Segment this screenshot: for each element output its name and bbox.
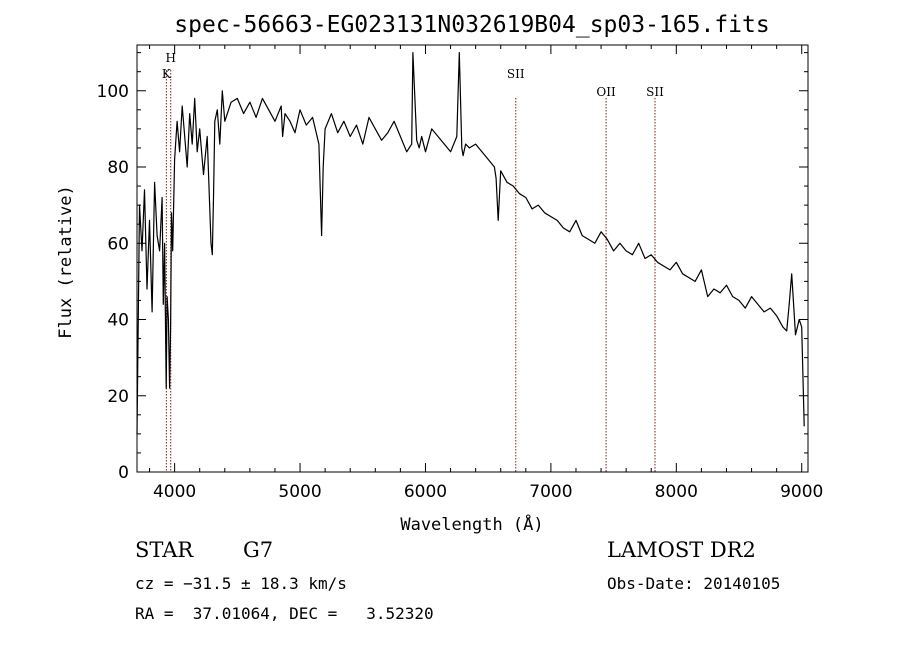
y-tick-label: 80 — [107, 158, 129, 178]
object-class: STAR — [135, 538, 194, 562]
x-tick-label: 8000 — [655, 482, 698, 502]
x-tick-label: 5000 — [278, 482, 321, 502]
x-tick-label: 7000 — [529, 482, 572, 502]
series-group — [136, 51, 805, 434]
redshift-velocity: cz = −31.5 ± 18.3 km/s — [135, 574, 347, 593]
y-tick-label: 20 — [107, 387, 129, 407]
x-tick-label: 9000 — [780, 482, 823, 502]
spectral-line-label: SII — [507, 67, 525, 81]
plot-frame — [136, 44, 809, 473]
x-tick-label: 4000 — [153, 482, 196, 502]
observation-date: Obs-Date: 20140105 — [607, 574, 781, 593]
spectral-line-label: K — [162, 67, 172, 81]
chart-title: spec-56663-EG023131N032619B04_sp03-165.f… — [174, 12, 769, 38]
spectrum-line — [136, 51, 805, 434]
y-tick-label: 0 — [118, 463, 129, 483]
spectral-line-label: OII — [596, 85, 616, 99]
axis-ticks: 4000 5000 6000 7000 8000 9000 0 20 40 60 80 100 — [97, 45, 823, 502]
y-tick-label: 100 — [97, 82, 129, 102]
x-tick-label: 6000 — [404, 482, 447, 502]
line-markers: HK SII OII SII — [162, 51, 664, 472]
y-tick-label: 40 — [107, 311, 129, 331]
y-tick-label: 60 — [107, 234, 129, 254]
survey-name: LAMOST DR2 — [607, 538, 756, 562]
spectral-line-label: H — [166, 51, 176, 65]
coordinates: RA = 37.01064, DEC = 3.52320 — [135, 604, 434, 623]
y-axis-label: Flux (relative) — [56, 185, 76, 339]
plot-border — [136, 44, 809, 473]
x-axis-label: Wavelength (Å) — [400, 513, 543, 535]
spectral-line-label: SII — [646, 85, 664, 99]
object-subclass: G7 — [243, 538, 274, 562]
